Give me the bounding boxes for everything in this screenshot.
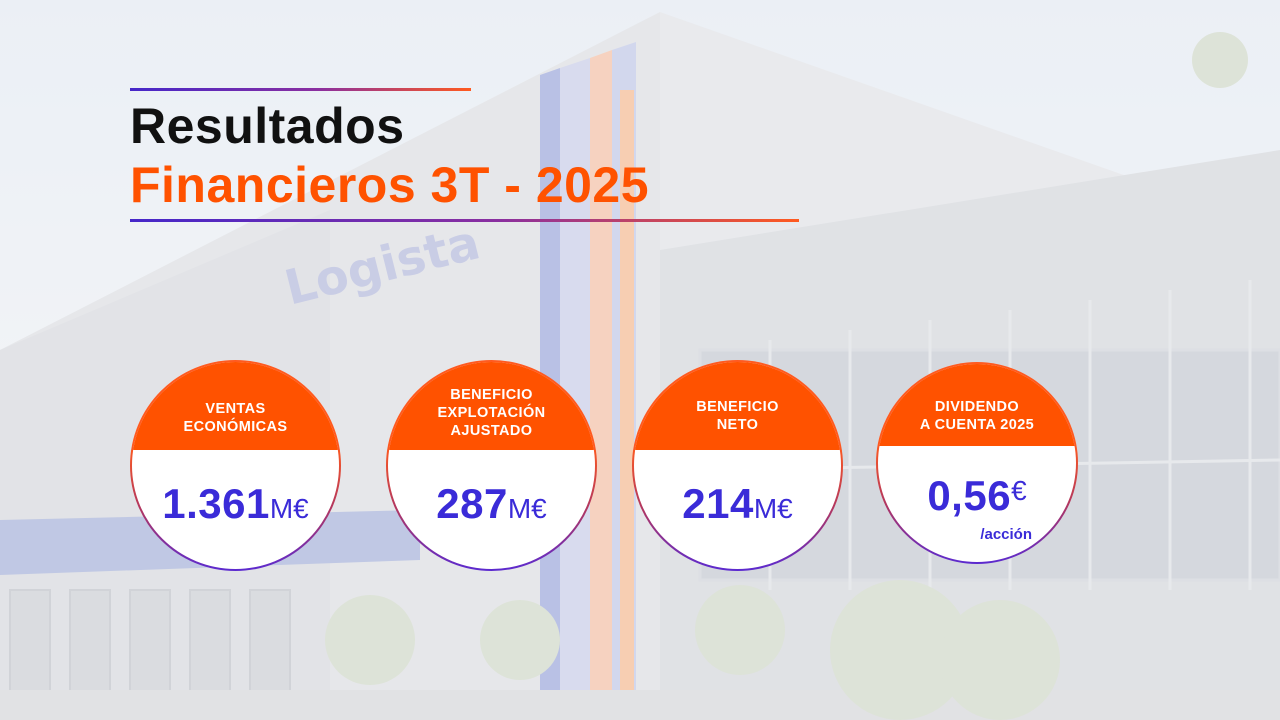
kpi-label-line: A CUENTA 2025	[919, 417, 1035, 433]
kpi-label-line: BENEFICIO	[696, 399, 779, 415]
kpi-value-number: 1.361	[162, 480, 270, 527]
kpi-value-number: 214	[682, 480, 754, 527]
kpi-beneficio-neto: BENEFICIO NETO 214M€	[632, 360, 843, 571]
kpi-value-unit: M€	[507, 493, 547, 524]
title-rule-bottom	[130, 219, 799, 222]
kpi-label: BENEFICIO NETO	[634, 362, 841, 450]
kpi-label-line: BENEFICIO	[450, 387, 533, 403]
kpi-value: 1.361M€	[132, 480, 339, 528]
title-line1: Resultados	[130, 98, 405, 154]
kpi-label-line: EXPLOTACIÓN	[437, 405, 546, 421]
kpi-label-line: ECONÓMICAS	[183, 419, 288, 435]
kpi-dividendo-a-cuenta: DIVIDENDO A CUENTA 2025 0,56€ /acción	[876, 362, 1078, 564]
kpi-label: DIVIDENDO A CUENTA 2025	[878, 364, 1076, 446]
kpi-label-line: DIVIDENDO	[934, 399, 1020, 415]
kpi-value-number: 0,56	[927, 472, 1012, 519]
kpi-value: 0,56€	[878, 472, 1076, 520]
kpi-value: 214M€	[634, 480, 841, 528]
kpi-value-unit: M€	[753, 493, 793, 524]
title-rule-top	[130, 88, 471, 91]
kpi-ventas-economicas: VENTAS ECONÓMICAS 1.361M€	[130, 360, 341, 571]
kpi-label: VENTAS ECONÓMICAS	[132, 362, 339, 450]
kpi-label-line: AJUSTADO	[450, 423, 533, 439]
kpi-value-number: 287	[436, 480, 508, 527]
kpi-label-line: NETO	[716, 417, 759, 433]
kpi-label: BENEFICIO EXPLOTACIÓN AJUSTADO	[388, 362, 595, 450]
kpi-sub-label: /acción	[980, 526, 1032, 543]
title-block: Resultados Financieros 3T - 2025	[130, 88, 799, 222]
kpi-value: 287M€	[388, 480, 595, 528]
kpi-value-unit: M€	[269, 493, 309, 524]
kpi-value-unit: €	[1011, 475, 1027, 506]
title-line2: Financieros 3T - 2025	[130, 157, 650, 213]
kpi-beneficio-explotacion-ajustado: BENEFICIO EXPLOTACIÓN AJUSTADO 287M€	[386, 360, 597, 571]
kpi-label-line: VENTAS	[205, 401, 266, 417]
